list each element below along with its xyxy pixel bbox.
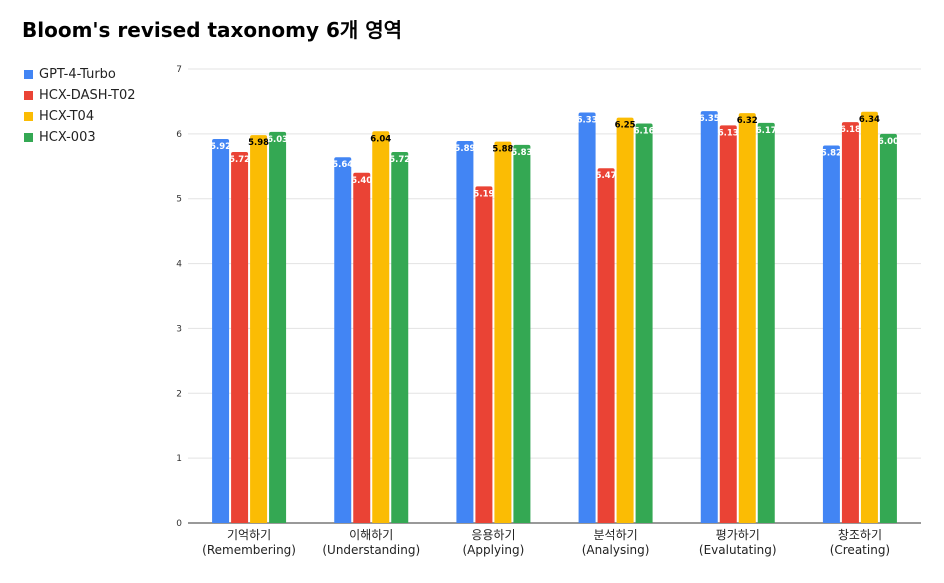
data-label: 6.33 <box>577 115 598 125</box>
legend-item-hcx-t04: HCX-T04 <box>24 106 135 127</box>
bar <box>700 111 718 524</box>
data-label: 5.82 <box>821 149 842 159</box>
x-category-label: 분석하기 <box>593 528 637 542</box>
bar <box>578 112 596 523</box>
bar <box>719 125 737 523</box>
bar <box>475 186 493 524</box>
y-tick-label: 1 <box>176 454 182 464</box>
data-label: 6.32 <box>737 116 758 126</box>
data-label: 6.03 <box>267 135 288 145</box>
data-label: 5.88 <box>492 145 513 155</box>
bar <box>879 133 897 523</box>
bar <box>860 111 878 523</box>
x-category-label: 응용하기 <box>471 528 515 542</box>
legend-item-hcx-dash-t02: HCX-DASH-T02 <box>24 85 135 106</box>
data-label: 6.13 <box>718 128 739 138</box>
x-category-label: (Analysing) <box>582 543 650 557</box>
bar <box>494 141 512 523</box>
legend-item-hcx-003: HCX-003 <box>24 127 135 148</box>
data-label: 5.72 <box>389 155 410 165</box>
bar <box>738 113 756 524</box>
y-tick-label: 7 <box>176 65 182 75</box>
data-label: 6.34 <box>859 115 880 125</box>
legend-label: HCX-003 <box>39 130 96 145</box>
bar <box>822 145 840 523</box>
y-tick-label: 4 <box>176 260 182 270</box>
bar <box>372 131 390 523</box>
legend-label: GPT-4-Turbo <box>39 67 116 82</box>
legend-label: HCX-T04 <box>39 109 95 124</box>
legend-swatch <box>24 70 33 79</box>
bar <box>250 135 268 523</box>
y-tick-label: 3 <box>176 324 182 334</box>
bar <box>334 157 352 523</box>
data-label: 5.83 <box>511 148 532 158</box>
data-label: 6.35 <box>699 114 720 124</box>
x-category-label: (Understanding) <box>322 543 420 557</box>
y-tick-label: 0 <box>176 519 182 529</box>
data-label: 6.25 <box>615 121 636 131</box>
y-tick-label: 2 <box>176 389 182 399</box>
x-category-label: 평가하기 <box>716 528 760 542</box>
bar <box>513 144 531 523</box>
chart-title: Bloom's revised taxonomy 6개 영역 <box>22 18 403 42</box>
data-label: 5.40 <box>351 176 372 186</box>
data-label: 6.04 <box>370 134 391 144</box>
bar <box>456 140 474 523</box>
x-category-label: (Remembering) <box>202 543 296 557</box>
bar <box>391 152 409 523</box>
bar <box>269 131 287 523</box>
bar <box>757 122 775 524</box>
data-label: 6.18 <box>840 125 861 135</box>
y-tick-label: 5 <box>176 195 182 205</box>
y-tick-label: 6 <box>176 130 182 140</box>
x-category-label: 창조하기 <box>838 528 882 542</box>
data-label: 6.17 <box>756 126 777 136</box>
bar <box>841 122 859 523</box>
legend-label: HCX-DASH-T02 <box>39 88 136 103</box>
bar <box>353 172 371 523</box>
x-category-label: 기억하기 <box>227 528 271 542</box>
data-label: 5.98 <box>248 138 269 148</box>
data-label: 5.72 <box>229 155 250 165</box>
legend-swatch <box>24 112 33 121</box>
data-label: 5.92 <box>210 142 231 152</box>
legend-swatch <box>24 133 33 142</box>
bar <box>597 168 615 523</box>
legend: GPT-4-Turbo HCX-DASH-T02 HCX-T04 HCX-003 <box>24 64 135 148</box>
bar <box>231 152 249 523</box>
legend-item-gpt-4-turbo: GPT-4-Turbo <box>24 64 135 85</box>
data-label: 5.89 <box>454 144 475 154</box>
data-label: 5.64 <box>332 160 353 170</box>
x-category-label: (Creating) <box>830 543 890 557</box>
legend-swatch <box>24 91 33 100</box>
bar <box>212 139 230 523</box>
bar <box>616 117 634 524</box>
x-category-label: 이해하기 <box>349 528 393 542</box>
data-label: 6.16 <box>634 126 655 136</box>
x-category-label: (Evalutating) <box>699 543 777 557</box>
data-label: 5.19 <box>473 189 494 199</box>
data-label: 6.00 <box>878 137 899 147</box>
x-category-label: (Applying) <box>463 543 525 557</box>
bar <box>635 123 653 523</box>
data-label: 5.47 <box>596 171 617 181</box>
